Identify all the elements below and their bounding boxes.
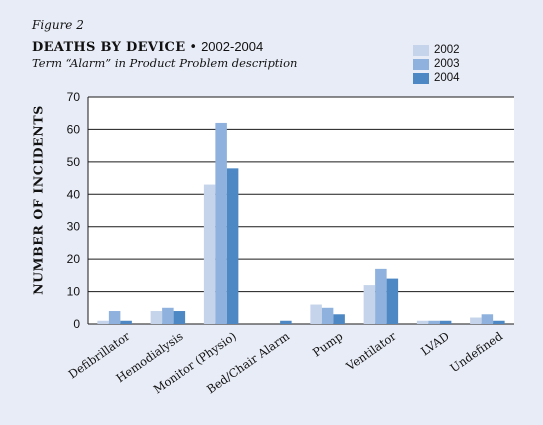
x-tick-label-6: LVAD	[418, 329, 452, 358]
legend-label-0: 2002	[434, 44, 460, 56]
legend-swatch-1	[413, 58, 429, 70]
y-tick-label-6: 60	[67, 122, 81, 136]
bar-2003-2	[215, 122, 227, 324]
legend-label-2: 2004	[434, 72, 460, 84]
bar-2002-2	[203, 184, 216, 324]
bar-2004-4	[333, 314, 345, 324]
bar-2003-7	[481, 314, 494, 324]
bar-2002-7	[470, 317, 482, 324]
bar-2003-1	[162, 307, 174, 324]
chart-title-years: 2002-2004	[201, 39, 264, 54]
y-tick-label-5: 50	[67, 155, 81, 169]
y-tick-label-2: 20	[67, 252, 81, 266]
bar-2003-4	[321, 307, 334, 324]
figure-label: Figure 2	[32, 18, 84, 32]
bar-2004-1	[173, 311, 186, 324]
chart-title-row: DEATHS BY DEVICE • 2002-2004	[32, 39, 263, 55]
bar-2004-6	[439, 320, 452, 324]
chart-title: DEATHS BY DEVICE	[32, 40, 186, 55]
legend: 2002 2003 2004	[413, 43, 460, 85]
legend-item-2: 2004	[413, 71, 460, 85]
x-tick-label-5: Ventilator	[343, 329, 399, 374]
bar-2003-5	[375, 268, 387, 324]
bar-2002-4	[310, 304, 322, 324]
legend-swatch-2	[413, 72, 429, 84]
chart-subtitle: Term “Alarm” in Product Problem descript…	[32, 56, 298, 70]
y-tick-label-0: 0	[73, 317, 80, 331]
y-tick-label-7: 70	[67, 90, 81, 104]
bar-2004-3	[280, 320, 292, 324]
legend-item-1: 2003	[413, 57, 460, 71]
bar-2003-0	[108, 311, 121, 324]
bar-2004-5	[386, 278, 399, 324]
y-tick-label-4: 40	[67, 187, 81, 201]
plot-area	[88, 97, 514, 324]
legend-label-1: 2003	[434, 58, 460, 70]
bar-2002-1	[150, 311, 163, 324]
bar-2004-2	[226, 168, 239, 324]
bar-2002-5	[363, 285, 376, 324]
legend-item-0: 2002	[413, 43, 460, 57]
bar-2003-6	[428, 320, 440, 324]
y-tick-label-3: 30	[67, 220, 81, 234]
y-tick-label-1: 10	[67, 285, 81, 299]
x-tick-label-4: Pump	[310, 329, 345, 360]
title-separator: •	[189, 40, 198, 55]
bar-2002-0	[97, 320, 109, 324]
bar-2004-0	[120, 320, 132, 324]
legend-swatch-0	[413, 44, 429, 56]
x-tick-label-7: Undefined	[447, 329, 505, 376]
bar-2004-7	[493, 320, 505, 324]
bar-2002-6	[416, 320, 429, 324]
